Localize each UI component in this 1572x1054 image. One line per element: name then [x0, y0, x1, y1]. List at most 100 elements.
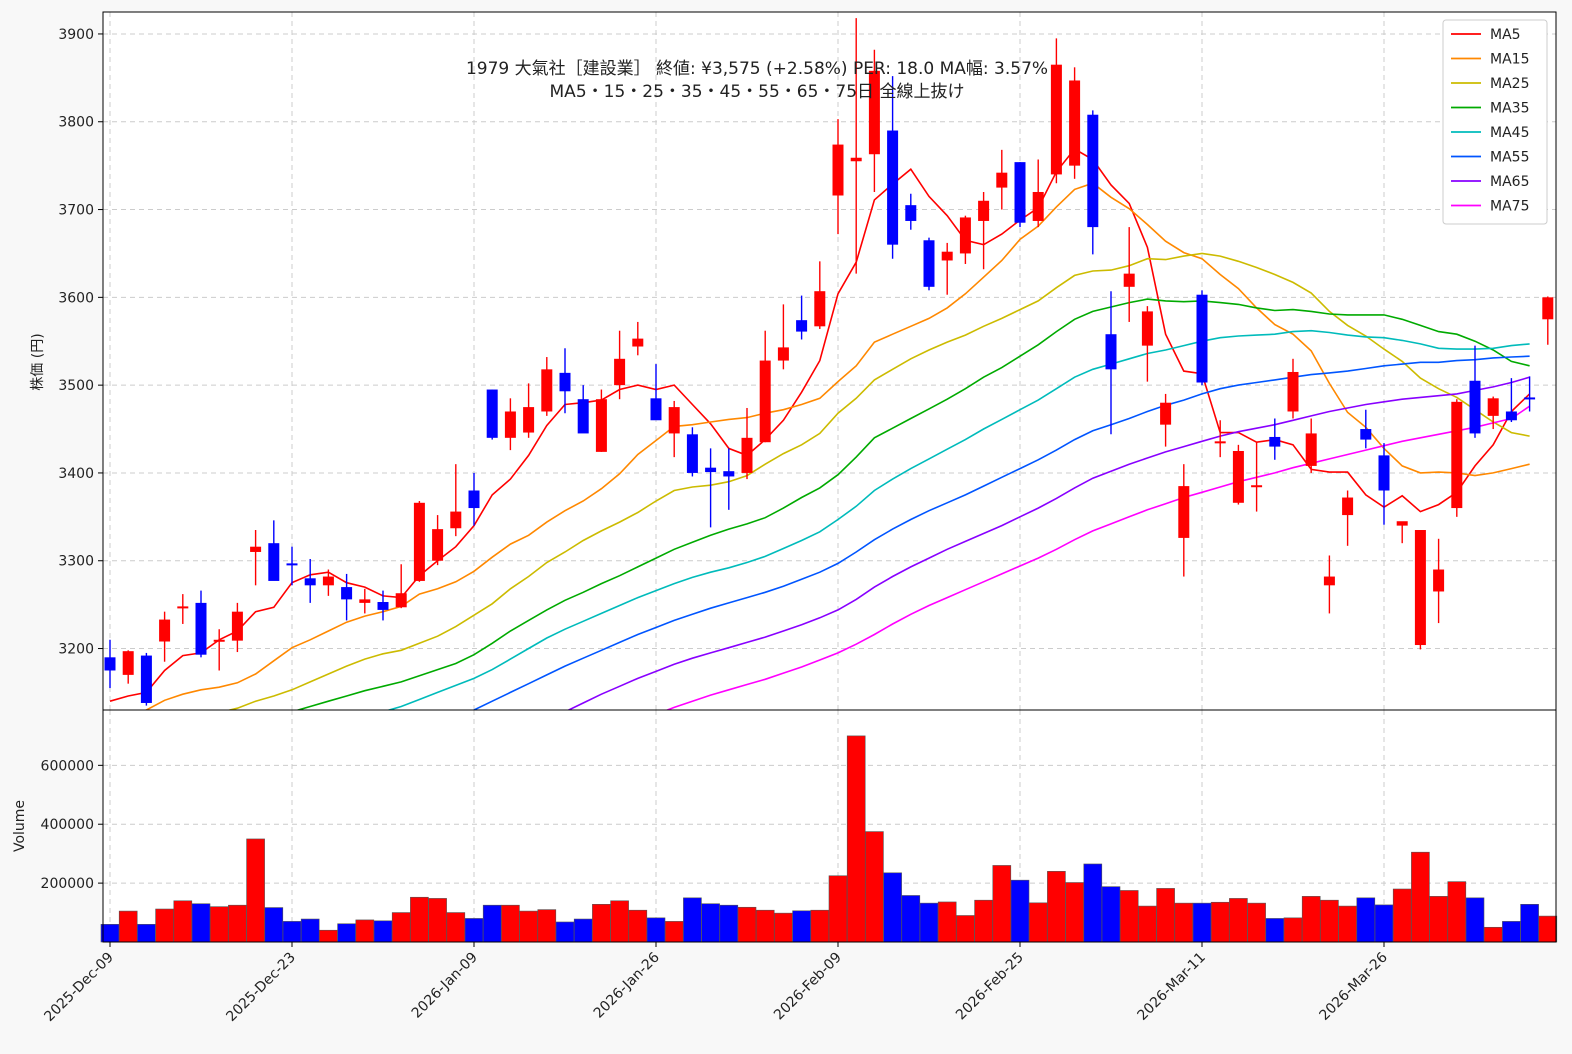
- candle: [1414, 530, 1426, 650]
- candle: [140, 652, 152, 706]
- x-tick-label: 2025-Dec-09: [41, 950, 116, 1025]
- candle-body: [1305, 433, 1317, 466]
- candle: [1214, 420, 1226, 458]
- candle: [686, 427, 698, 477]
- legend-label: MA5: [1490, 27, 1521, 43]
- volume-bar: [1538, 915, 1558, 943]
- candle-body: [759, 360, 771, 443]
- volume-bar: [1520, 904, 1539, 943]
- candle: [1287, 358, 1299, 419]
- candle-body: [432, 529, 444, 561]
- candle-body: [796, 320, 808, 332]
- candle: [122, 650, 134, 684]
- volume-bar: [1028, 902, 1048, 943]
- candle-body: [322, 576, 334, 586]
- volume-bar: [264, 907, 284, 943]
- volume-bar: [883, 872, 902, 943]
- candle: [195, 590, 207, 658]
- candle-body: [286, 563, 298, 566]
- candle: [850, 18, 862, 274]
- candle: [668, 400, 680, 458]
- candle-body: [777, 347, 789, 361]
- candle: [504, 398, 516, 451]
- volume-bar: [1356, 897, 1376, 943]
- candle-body: [1396, 521, 1408, 526]
- candle: [1378, 443, 1390, 525]
- volume-bar: [1047, 871, 1066, 943]
- candle: [1524, 376, 1536, 412]
- volume-bar: [1447, 881, 1467, 943]
- candle-body: [450, 511, 462, 529]
- x-tick-label: 2026-Jan-26: [591, 949, 663, 1021]
- candle: [268, 520, 280, 581]
- candle: [1487, 396, 1499, 430]
- legend-label: MA45: [1490, 125, 1529, 141]
- volume-bar: [246, 838, 265, 943]
- volume-bar: [937, 901, 957, 943]
- candle-body: [595, 399, 607, 452]
- candle: [777, 304, 789, 370]
- candle: [177, 594, 189, 624]
- candle-body: [1251, 485, 1263, 488]
- volume-bar: [1210, 901, 1230, 943]
- candle-body: [1160, 402, 1172, 425]
- candle: [104, 639, 116, 689]
- candle-body: [104, 657, 116, 671]
- candle: [1269, 418, 1281, 460]
- candle-body: [1505, 411, 1517, 421]
- candle-body: [1323, 576, 1335, 586]
- candle: [1251, 442, 1263, 512]
- candle-body: [996, 172, 1008, 188]
- candle: [322, 569, 334, 596]
- price-tick-label: 3500: [58, 378, 94, 394]
- volume-bar: [191, 903, 211, 943]
- price-tick-label: 3700: [58, 203, 94, 219]
- candle: [359, 588, 371, 614]
- volume-axis-label: Volume: [12, 800, 28, 852]
- volume-bar: [1010, 879, 1030, 943]
- legend-label: MA75: [1490, 199, 1529, 215]
- candle: [468, 472, 480, 526]
- candle: [796, 295, 808, 340]
- candle: [1232, 444, 1244, 505]
- volume-bar: [137, 924, 156, 943]
- candle: [341, 573, 353, 621]
- volume-bar: [1483, 926, 1503, 943]
- candle-body: [268, 543, 280, 581]
- volume-tick-label: 400000: [41, 817, 94, 833]
- candle-body: [140, 655, 152, 703]
- candle-body: [1232, 450, 1244, 503]
- candle: [1505, 378, 1517, 423]
- candle-body: [377, 602, 389, 610]
- volume-bar: [1301, 896, 1321, 943]
- ma-line-ma25: [226, 252, 1530, 710]
- volume-bar: [719, 904, 739, 943]
- candle: [1433, 538, 1445, 624]
- candle: [1178, 464, 1190, 577]
- candle-body: [686, 434, 698, 473]
- volume-bar: [828, 875, 848, 943]
- volume-bar: [774, 912, 793, 943]
- volume-bar: [792, 910, 811, 943]
- price-tick-label: 3200: [58, 642, 94, 658]
- candle-body: [1378, 455, 1390, 491]
- candle: [923, 237, 935, 291]
- candle-body: [1069, 80, 1081, 166]
- candle-body: [395, 593, 407, 608]
- volume-bar: [446, 912, 466, 943]
- candle-body: [504, 411, 516, 438]
- candle-body: [304, 578, 316, 586]
- candle: [577, 385, 589, 434]
- candle-body: [1196, 294, 1208, 383]
- candle: [1342, 490, 1354, 546]
- price-axis-label: 株価 (円): [30, 333, 46, 390]
- candle: [1087, 110, 1099, 255]
- candle: [1123, 227, 1135, 322]
- volume-bar: [1283, 917, 1303, 943]
- candle: [213, 629, 225, 671]
- candle: [650, 364, 662, 421]
- volume-bar: [1265, 918, 1285, 943]
- x-tick-label: 2026-Mar-11: [1135, 950, 1209, 1024]
- candle-body: [1287, 371, 1299, 412]
- candle: [486, 389, 498, 440]
